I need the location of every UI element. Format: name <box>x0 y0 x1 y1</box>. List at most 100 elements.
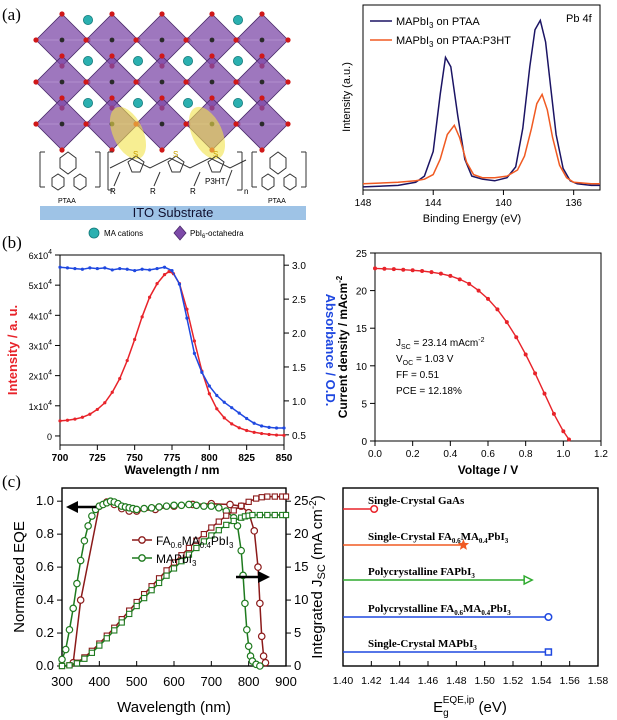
eqe-int-point <box>58 662 66 670</box>
y-tick-mult: x10 <box>34 341 49 351</box>
y-tick-label: 5x104 <box>29 279 53 291</box>
bg-label-4: Single-Crystal MAPbI3 <box>368 638 477 652</box>
ptaa-left-label: PTAA <box>58 198 76 205</box>
abs-point <box>103 401 107 405</box>
y-tick-label: 0.0 <box>36 658 54 673</box>
eqe-ylabel: Normalized EQE <box>11 521 28 633</box>
eqe-point <box>177 501 186 510</box>
iodide-atom <box>209 53 215 59</box>
y-tick-label: 0 <box>47 432 52 442</box>
bg-marker-circle <box>544 612 553 622</box>
eqe-int-point <box>193 537 200 544</box>
bg-x-tick-label: 1.56 <box>559 675 580 687</box>
bg-label-part: 0.4 <box>479 537 488 545</box>
bg-label-part: MA <box>463 603 481 615</box>
abs-point <box>95 407 99 412</box>
abs-point <box>192 339 196 343</box>
abs-point <box>65 418 70 422</box>
xps-ticks: 148 144 140 136 <box>355 190 582 209</box>
x-tick-label: 700 <box>52 453 69 464</box>
r-label-2: R <box>150 187 156 196</box>
eqe-int-point <box>245 498 252 505</box>
iodide-atom <box>59 95 65 101</box>
abs-point <box>88 412 92 416</box>
ito-substrate <box>40 206 306 220</box>
jv-point <box>495 307 500 312</box>
eqe-int-point <box>133 602 140 610</box>
abs-point <box>185 316 189 320</box>
abs-point <box>148 268 152 272</box>
ma-cation <box>232 56 243 67</box>
bandgap-chart: 1.40 1.42 1.44 1.46 1.48 1.50 1.52 1.54 1.56 1.58… <box>333 487 608 719</box>
y-tick-mult: x10 <box>34 402 49 412</box>
arrow-left-icon <box>66 501 96 513</box>
y-tick-label: 0.6 <box>36 559 54 574</box>
y-tick-label: 20 <box>294 526 308 541</box>
jv-point <box>533 371 538 376</box>
abs-y2label: Absorbance / O.D. <box>323 294 338 407</box>
y-tick-label: 10 <box>356 362 368 373</box>
iodide-atom <box>133 79 139 85</box>
eqe-int-point <box>88 649 96 656</box>
x-tick-label: 136 <box>565 198 582 209</box>
eqe-point <box>241 599 249 608</box>
bg-label-part: 0.6 <box>452 537 461 545</box>
jv-point <box>391 267 396 272</box>
jv-point <box>514 335 519 340</box>
eqe-point <box>200 502 208 510</box>
jv-lines <box>373 266 571 442</box>
lead-atom <box>59 121 65 127</box>
jv-point <box>438 271 443 276</box>
eqe-int-point <box>140 594 148 602</box>
eqe-point <box>237 546 246 555</box>
jv-annot-jsc: JSC = 23.14 mAcm-2 <box>396 337 485 351</box>
abs-series-line-1 <box>59 266 284 429</box>
eqe-point <box>69 604 78 613</box>
eqe-point <box>226 500 234 509</box>
xps-legend-ptaa: MAPbI3 on PTAA <box>396 16 480 30</box>
eqe-int-point <box>66 662 73 669</box>
lead-atom <box>209 79 215 85</box>
lead-atom <box>259 37 265 43</box>
bg-label-part: 0.4 <box>481 609 490 617</box>
eqe-int-point <box>258 494 265 501</box>
x-tick-label: 800 <box>238 674 260 689</box>
abs-point <box>133 337 137 342</box>
abs-point <box>162 273 167 277</box>
bg-x-tick-label: 1.46 <box>418 675 439 687</box>
lead-atom <box>109 37 115 43</box>
abs-point <box>282 426 286 430</box>
bg-x-tick-label: 1.48 <box>446 675 467 687</box>
jv-point <box>448 273 453 278</box>
y-tick-label: 0 <box>294 658 301 673</box>
abs-point <box>207 384 211 388</box>
iodide-atom <box>259 11 265 17</box>
jv-point <box>476 288 481 293</box>
abs-point <box>140 267 144 271</box>
eqe-series-line-3 <box>61 514 286 667</box>
eqe-point <box>76 556 85 565</box>
eqe-point <box>261 658 270 667</box>
abs-point <box>167 269 171 274</box>
abs-point <box>215 393 219 398</box>
bg-xlabel: EgEQE,ip (eV) <box>433 695 507 719</box>
y-tick-exp: 4 <box>48 339 52 346</box>
bg-ticks: 1.40 1.42 1.44 1.46 1.48 1.50 1.52 1.54 1.56 1.58 <box>333 661 608 687</box>
bg-marker-circle <box>370 504 379 514</box>
jv-point <box>523 352 528 357</box>
octahedra-lattice <box>33 11 291 153</box>
abs-point <box>155 282 159 286</box>
eqe-point <box>215 503 223 512</box>
jv-point <box>373 266 377 271</box>
y-tick-label: 2x104 <box>29 370 53 382</box>
abs-lines <box>58 265 286 437</box>
jv-point <box>410 268 415 273</box>
y-tick-mult: x10 <box>34 281 49 291</box>
bg-label-main: Single-Crystal MAPbI <box>368 638 473 650</box>
jv-point <box>429 270 434 275</box>
bg-label-part: 3 <box>471 572 475 580</box>
x-tick-label: 725 <box>89 453 106 464</box>
abs-point <box>245 416 249 421</box>
y-tick-exp: 4 <box>48 400 52 407</box>
